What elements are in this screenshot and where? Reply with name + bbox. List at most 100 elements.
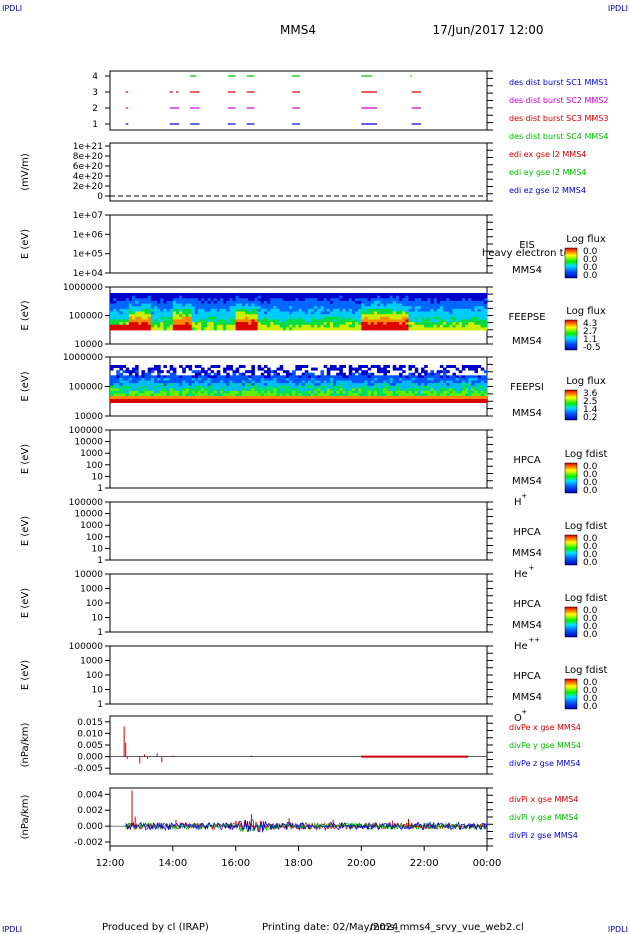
feepsi-cell (263, 375, 268, 379)
feepsi-cell (474, 365, 478, 368)
feepse-cell (480, 300, 485, 304)
feepsi-cell (483, 377, 488, 381)
feepse-cell (122, 298, 127, 302)
feepse-cell (320, 308, 325, 312)
feepsi-cell (185, 383, 189, 387)
feepse-cell (364, 308, 369, 312)
feepsi-cell (229, 385, 233, 389)
hpca_he2-colorbar-label: 0.0 (583, 630, 598, 640)
feepse-cell (257, 311, 262, 315)
feepsi-cell (373, 383, 378, 387)
feepsi-cell (263, 377, 268, 381)
feepsi-cell (160, 383, 164, 387)
feepse-cell (194, 308, 199, 312)
feepse-cell (392, 308, 397, 312)
feepse-cell (449, 322, 453, 326)
feepsi-cell (144, 393, 149, 397)
feepsi-cell (135, 367, 139, 371)
feepse-cell (417, 300, 422, 304)
feepse-cell (150, 293, 155, 297)
feepse-cell (226, 298, 230, 302)
feepsi-cell (333, 367, 337, 371)
feepse-cell (260, 306, 265, 310)
feepse-cell (150, 324, 155, 328)
feepse-cell (135, 303, 139, 307)
feepse-cell (392, 324, 397, 328)
feepsi-cell (251, 367, 255, 371)
feepse-cell (135, 327, 139, 331)
feepsi-cell (232, 385, 237, 389)
hpca_he2-colorbar-title: Log fdist (565, 593, 608, 604)
feepse-cell (292, 316, 296, 320)
feepse-cell (424, 327, 428, 331)
feepsi-cell (455, 380, 460, 384)
feepsi-cell (364, 383, 369, 387)
feepsi-cell (182, 370, 186, 374)
feepse-cell (364, 293, 369, 297)
feepse-cell (311, 311, 315, 315)
feepse-cell (276, 308, 281, 312)
feepsi-cell (405, 377, 409, 381)
feepse-cell (279, 324, 284, 328)
feepsi-cell (163, 377, 167, 381)
feepse-cell (465, 300, 469, 304)
feepsi-cell (436, 390, 441, 394)
feepsi-cell (424, 393, 428, 397)
feepse-cell (424, 316, 428, 320)
feepse-cell (235, 311, 240, 315)
feepsi-cell (157, 377, 161, 381)
feepse-cell (417, 322, 422, 326)
feepse-cell (461, 319, 466, 323)
feepse-cell (241, 306, 246, 310)
feepse-cell (216, 308, 221, 312)
feepse-cell (160, 316, 164, 320)
feepse-cell (260, 293, 265, 297)
feepse-cell (223, 306, 227, 310)
feepse-cell (395, 308, 400, 312)
feepsi-cell (116, 370, 120, 374)
feepse-cell (254, 308, 259, 312)
feepse-cell (135, 314, 139, 318)
feepsi-cell (364, 390, 369, 394)
feepsi-cell (153, 390, 158, 394)
feepsi-cell (395, 385, 400, 389)
feepse-cell (339, 293, 343, 297)
feepsi-cell (380, 385, 384, 389)
hpca_h-colorbar-label: 0.0 (583, 478, 598, 488)
feepsi-cell (191, 388, 196, 392)
feepse-cell (386, 295, 391, 299)
feepsi-cell (339, 388, 343, 392)
feepse-cell (191, 308, 196, 312)
feepsi-cell (213, 388, 218, 392)
feepsi-cell (392, 383, 397, 387)
feepsi-cell (439, 393, 444, 397)
divpi-ylabel: (nPa/km) (20, 795, 31, 840)
feepse-cell (329, 314, 334, 318)
feepsi-colorbar (564, 389, 578, 421)
feepse-cell (480, 311, 485, 315)
feepsi-cell (116, 388, 120, 392)
feepse-cell (430, 316, 434, 320)
feepse-cell (213, 295, 218, 299)
feepse-cell (395, 319, 400, 323)
feepse-cell (408, 319, 412, 323)
feepsi-cell (320, 393, 325, 397)
feepse-cell (163, 295, 167, 299)
feepse-cell (125, 327, 130, 331)
feepse-cell (289, 300, 293, 304)
feepsi-cell (125, 388, 130, 392)
feepse-cell (147, 306, 152, 310)
feepse-cell (333, 311, 337, 315)
feepse-cell (323, 308, 328, 312)
feepse-cell (138, 308, 142, 312)
feepse-cell (245, 327, 249, 331)
feepse-cell (355, 311, 359, 315)
feepsi-cell (257, 385, 262, 389)
feepsi-cell (405, 388, 409, 392)
feepsi-cell (267, 380, 271, 384)
feepsi-cell (323, 390, 328, 394)
feepsi-cell (153, 380, 158, 384)
feepsi-cell (213, 383, 218, 387)
feepse-cell (326, 324, 331, 328)
feepsi-cell (245, 375, 249, 379)
